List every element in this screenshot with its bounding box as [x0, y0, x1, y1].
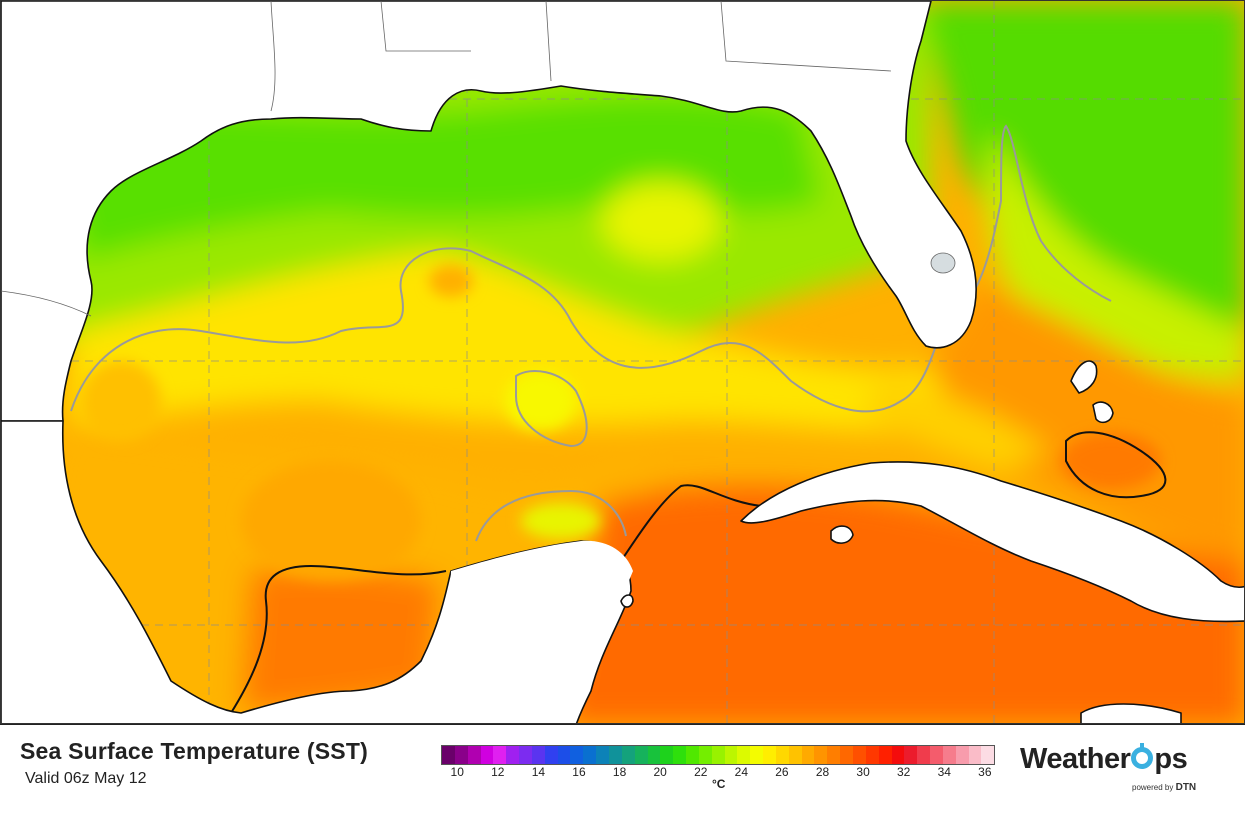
legend-swatch: [621, 746, 635, 764]
isotherm-30: [230, 431, 1167, 714]
bahamas-1: [1070, 360, 1098, 394]
legend-swatch: [583, 746, 597, 764]
sst-spots: [81, 265, 1161, 581]
legend-swatch: [968, 746, 982, 764]
legend-swatch: [467, 746, 481, 764]
legend-swatch: [814, 746, 828, 764]
legend-swatch: [930, 746, 943, 764]
legend-swatch: [750, 746, 764, 764]
legend-tick-label: 36: [978, 765, 992, 779]
legend-tick-label: 16: [572, 765, 586, 779]
legend-swatch: [647, 746, 661, 764]
isotherm-26: [70, 124, 1112, 542]
yucatan: [446, 540, 633, 723]
legend-swatch: [686, 746, 699, 764]
logo-text-2: ps: [1154, 743, 1188, 775]
logo-text-1: Weather: [1020, 743, 1131, 775]
legend-swatch: [942, 746, 956, 764]
legend-swatch: [557, 746, 571, 764]
cozumel: [620, 594, 634, 608]
logo-o-icon: [1131, 747, 1154, 769]
legend-swatch: [853, 746, 866, 764]
legend-swatch: [531, 746, 545, 764]
color-legend: [441, 745, 995, 765]
legend-swatch: [891, 746, 905, 764]
legend-swatch: [917, 746, 931, 764]
land: [1, 1, 1244, 723]
legend-swatch: [737, 746, 751, 764]
legend-swatch: [506, 746, 520, 764]
jamaica-edge: [1080, 703, 1182, 723]
legend-unit: °C: [712, 777, 726, 791]
legend-tick-label: 28: [815, 765, 830, 779]
legend-swatch: [801, 746, 815, 764]
legend-swatch: [634, 746, 648, 764]
legend-swatch: [480, 746, 494, 764]
legend-swatch: [788, 746, 802, 764]
legend-swatch: [981, 746, 995, 764]
legend-swatch: [442, 746, 455, 764]
footer-bar: Sea Surface Temperature (SST) Valid 06z …: [0, 724, 1245, 814]
legend-swatch: [840, 746, 853, 764]
legend-swatch: [775, 746, 789, 764]
legend-tick-label: 12: [491, 765, 505, 779]
legend-tick-label: 24: [734, 765, 749, 779]
sst-map: [0, 0, 1245, 724]
us-mainland: [1, 1, 977, 422]
legend-swatch: [660, 746, 674, 764]
legend-swatch: [711, 746, 725, 764]
legend-tick-label: 32: [896, 765, 911, 779]
legend-swatch: [955, 746, 969, 764]
isla-juventud: [830, 525, 854, 544]
weatherops-logo: Weather ps: [1020, 743, 1188, 776]
legend-swatch: [878, 746, 892, 764]
legend-swatch: [865, 746, 879, 764]
legend-tick-label: 26: [775, 765, 789, 779]
legend-tick-label: 34: [937, 765, 951, 779]
powered-by-text: powered by: [1132, 783, 1174, 792]
legend-swatch: [763, 746, 776, 764]
lake-okeechobee: [930, 252, 956, 274]
legend-tick-label: 22: [694, 765, 708, 779]
legend-swatch: [904, 746, 918, 764]
legend-swatch: [570, 746, 584, 764]
map-svg: [1, 1, 1244, 723]
legend-swatch: [454, 746, 468, 764]
legend-swatch: [827, 746, 841, 764]
legend-swatch: [724, 746, 738, 764]
sst-field: [1, 1, 1244, 723]
map-title: Sea Surface Temperature (SST): [20, 738, 368, 764]
legend-tick-label: 14: [531, 765, 546, 779]
legend-swatch: [544, 746, 558, 764]
powered-by: powered by DTN: [1132, 782, 1196, 793]
powered-brand: DTN: [1175, 782, 1197, 793]
cuba: [740, 461, 1244, 623]
legend-tick-label: 30: [856, 765, 870, 779]
legend-swatch: [519, 746, 532, 764]
legend-swatch: [673, 746, 687, 764]
borders: [1, 1, 892, 317]
legend-swatch: [698, 746, 712, 764]
legend-tick-label: 20: [653, 765, 667, 779]
legend-swatch: [596, 746, 609, 764]
bahamas-2: [1092, 401, 1114, 424]
legend-tick-label: 18: [612, 765, 627, 779]
valid-time: Valid 06z May 12: [25, 770, 147, 787]
legend-tick-label: 10: [450, 765, 464, 779]
legend-swatch: [608, 746, 622, 764]
legend-swatch: [493, 746, 507, 764]
